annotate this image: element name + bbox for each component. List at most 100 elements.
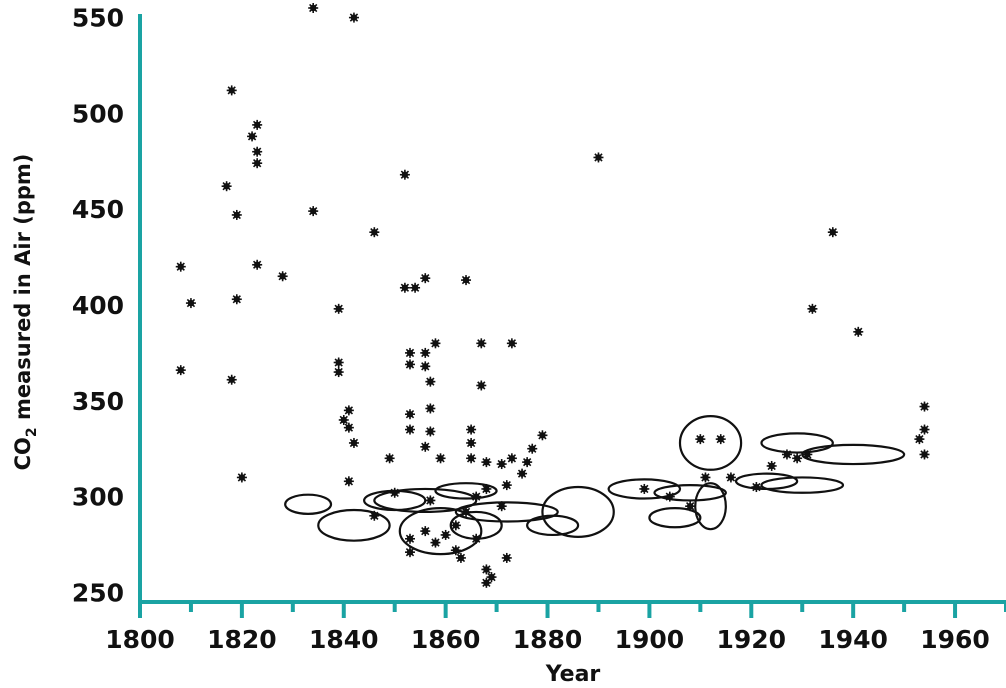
y-tick-label: 550 xyxy=(72,4,124,33)
data-point xyxy=(435,453,446,464)
data-point xyxy=(247,131,258,142)
data-point xyxy=(476,338,487,349)
y-tick-label: 500 xyxy=(72,99,124,128)
data-point xyxy=(466,437,477,448)
data-point xyxy=(685,501,696,512)
data-point xyxy=(369,510,380,521)
data-point xyxy=(343,476,354,487)
data-point xyxy=(333,303,344,314)
data-point xyxy=(496,459,507,470)
data-point xyxy=(252,146,263,157)
cluster-outline xyxy=(398,507,483,556)
data-point xyxy=(440,529,451,540)
x-axis-ticks: 1800 1820 1840 1860 1880 1900 1920 1940 1960 xyxy=(105,602,1006,654)
x-tick-label: 1920 xyxy=(716,625,786,654)
cluster-outline xyxy=(284,493,333,515)
data-point xyxy=(919,401,930,412)
data-point xyxy=(455,552,466,563)
data-point xyxy=(369,227,380,238)
y-axis-title-rest: measured in Air (ppm) xyxy=(11,154,35,428)
data-point xyxy=(517,468,528,479)
x-tick-label: 1960 xyxy=(920,625,990,654)
data-points xyxy=(175,3,930,588)
data-point xyxy=(420,441,431,452)
data-point xyxy=(226,374,237,385)
cluster-outline xyxy=(694,482,727,531)
data-point xyxy=(236,472,247,483)
data-point xyxy=(853,326,864,337)
data-point xyxy=(404,533,415,544)
data-point xyxy=(404,547,415,558)
y-tick-label: 350 xyxy=(72,387,124,416)
data-point xyxy=(343,405,354,416)
data-point xyxy=(404,359,415,370)
data-point xyxy=(700,472,711,483)
data-point xyxy=(725,472,736,483)
data-point xyxy=(389,487,400,498)
data-point xyxy=(802,449,813,460)
cluster-outline xyxy=(678,415,743,471)
y-axis-title-main: CO xyxy=(11,437,35,470)
data-point xyxy=(333,367,344,378)
data-point xyxy=(420,273,431,284)
data-point xyxy=(384,453,395,464)
data-point xyxy=(430,338,441,349)
x-tick-label: 1820 xyxy=(207,625,277,654)
data-point xyxy=(481,483,492,494)
data-point xyxy=(807,303,818,314)
data-point xyxy=(639,483,650,494)
data-point xyxy=(506,338,517,349)
data-point xyxy=(450,520,461,531)
measurement-cluster-outlines xyxy=(284,415,906,556)
data-point xyxy=(425,376,436,387)
data-point xyxy=(593,152,604,163)
data-point xyxy=(252,259,263,270)
data-point xyxy=(466,453,477,464)
cluster-outline xyxy=(607,478,682,500)
data-point xyxy=(231,294,242,305)
data-point xyxy=(348,12,359,23)
data-point xyxy=(471,533,482,544)
x-tick-label: 1940 xyxy=(818,625,888,654)
cluster-outline xyxy=(317,508,391,542)
data-point xyxy=(506,453,517,464)
data-point xyxy=(399,282,410,293)
data-point xyxy=(827,227,838,238)
data-point xyxy=(496,501,507,512)
data-point xyxy=(420,347,431,358)
x-tick-label: 1880 xyxy=(513,625,583,654)
data-point xyxy=(226,85,237,96)
data-point xyxy=(501,552,512,563)
data-point xyxy=(404,424,415,435)
y-tick-label: 400 xyxy=(72,291,124,320)
data-point xyxy=(461,275,472,286)
cluster-outline xyxy=(541,485,615,538)
data-point xyxy=(715,434,726,445)
x-tick-label: 1860 xyxy=(411,625,481,654)
data-point xyxy=(252,119,263,130)
data-point xyxy=(751,482,762,493)
cluster-outline xyxy=(434,482,498,500)
data-point xyxy=(766,460,777,471)
data-point xyxy=(425,495,436,506)
data-point xyxy=(476,380,487,391)
data-point xyxy=(185,298,196,309)
data-point xyxy=(425,426,436,437)
data-point xyxy=(501,480,512,491)
data-point xyxy=(481,577,492,588)
cluster-outline xyxy=(648,507,702,529)
data-point xyxy=(664,491,675,502)
data-point xyxy=(781,449,792,460)
data-point xyxy=(420,361,431,372)
data-point xyxy=(792,453,803,464)
data-point xyxy=(537,430,548,441)
data-point xyxy=(919,449,930,460)
data-point xyxy=(450,545,461,556)
y-axis-title: CO2 measured in Air (ppm) xyxy=(11,154,40,471)
data-point xyxy=(522,457,533,468)
y-tick-label: 450 xyxy=(72,195,124,224)
data-point xyxy=(466,424,477,435)
data-point xyxy=(481,457,492,468)
x-tick-label: 1800 xyxy=(105,625,175,654)
data-point xyxy=(404,409,415,420)
